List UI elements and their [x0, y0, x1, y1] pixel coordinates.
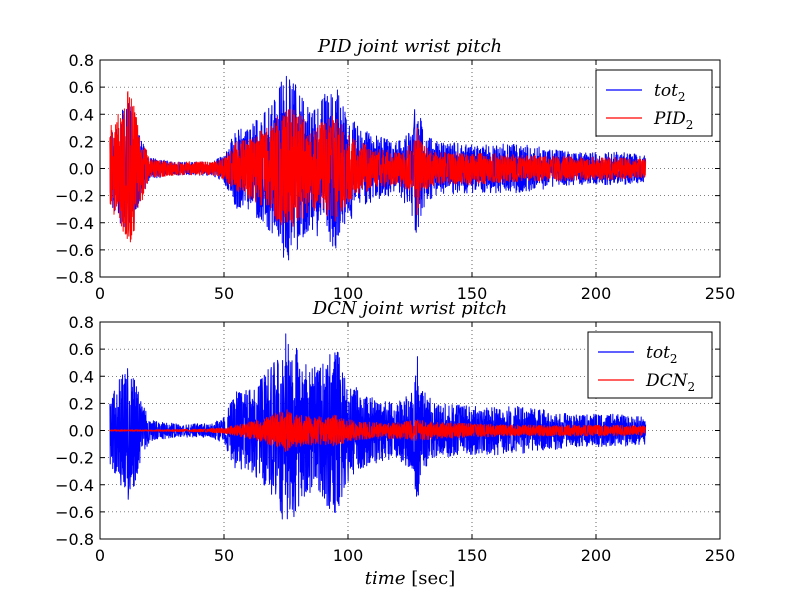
legend-label-tot: tot2 — [654, 81, 686, 104]
series-line-pid — [109, 91, 647, 243]
x-tick-label: 200 — [581, 546, 612, 565]
x-tick-label: 100 — [333, 546, 364, 565]
subplot-title-dcn: DCN joint wrist pitch — [312, 298, 508, 319]
legend-label-pid: PID2 — [653, 109, 693, 132]
legend-pid: tot2 PID2 — [595, 69, 713, 137]
y-tick-label: 0.8 — [69, 313, 94, 332]
ticks-dcn: 0 50 100 150 200 250 0.8 0.6 0.4 0.2 0.0 −0.2 −0.4 −0… — [55, 313, 735, 565]
y-tick-label: −0.4 — [55, 476, 94, 495]
x-tick-label: 0 — [95, 546, 105, 565]
y-tick-label: −0.2 — [55, 187, 94, 206]
y-tick-label: 0.0 — [69, 160, 94, 179]
x-tick-label: 50 — [214, 546, 234, 565]
legend-label-dcn: DCN2 — [645, 371, 695, 394]
y-tick-label: 0.4 — [69, 105, 94, 124]
ticks-pid: 0 50 100 150 200 250 0.8 0.6 0.4 0.2 0.0 −0.2 −0.4 −0… — [55, 51, 735, 303]
y-tick-label: 0.2 — [69, 132, 94, 151]
x-axis-label: time [sec] — [365, 568, 455, 589]
y-tick-label: 0.2 — [69, 394, 94, 413]
y-tick-label: −0.4 — [55, 214, 94, 233]
y-tick-label: −0.2 — [55, 449, 94, 468]
legend-label-tot: tot2 — [646, 343, 678, 366]
x-tick-label: 150 — [457, 546, 488, 565]
y-tick-label: 0.6 — [69, 340, 94, 359]
plot-area-pid — [109, 75, 647, 261]
subplot-title-pid: PID joint wrist pitch — [317, 36, 502, 57]
y-tick-label: 0.8 — [69, 51, 94, 70]
legend-dcn: tot2 DCN2 — [587, 331, 713, 399]
subplot-dcn: DCN joint wrist pitch 0 50 100 150 200 250 0.8… — [55, 298, 735, 589]
legend-box — [587, 331, 713, 399]
x-tick-label: 100 — [333, 284, 364, 303]
plot-area-dcn — [109, 333, 647, 520]
x-tick-label: 50 — [214, 284, 234, 303]
y-tick-label: 0.6 — [69, 78, 94, 97]
x-tick-label: 200 — [581, 284, 612, 303]
y-tick-label: −0.8 — [55, 268, 94, 287]
y-tick-label: 0.0 — [69, 422, 94, 441]
legend-box — [595, 69, 713, 137]
series-line-dcn — [109, 409, 647, 452]
x-tick-label: 250 — [705, 284, 736, 303]
x-tick-label: 250 — [705, 546, 736, 565]
y-tick-label: −0.8 — [55, 530, 94, 549]
y-tick-label: 0.4 — [69, 367, 94, 386]
y-tick-label: −0.6 — [55, 503, 94, 522]
subplot-pid: PID joint wrist pitch 0 50 100 150 200 250 0.8… — [55, 36, 735, 303]
y-tick-label: −0.6 — [55, 241, 94, 260]
x-tick-label: 150 — [457, 284, 488, 303]
x-tick-label: 0 — [95, 284, 105, 303]
